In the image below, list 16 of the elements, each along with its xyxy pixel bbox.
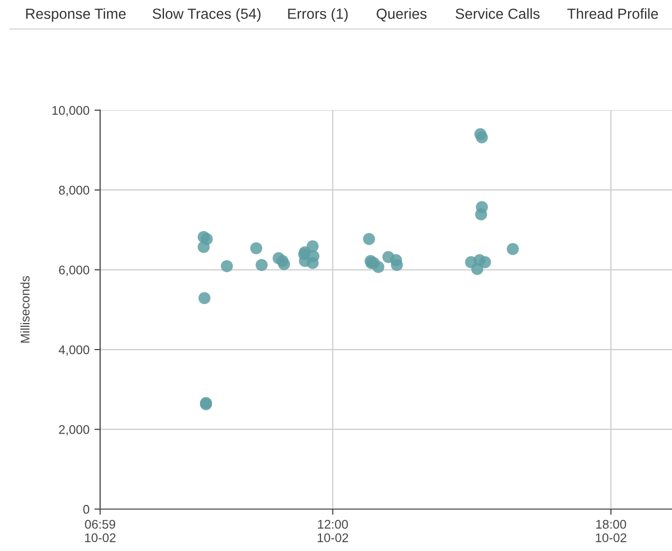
y-tick-label: 10,000 xyxy=(52,106,90,116)
x-tick-label: 12:00 10-02 xyxy=(318,520,348,542)
text: Queries xyxy=(376,8,427,22)
text: Slow Traces (54) xyxy=(152,8,261,22)
y-tick-label: 2,000 xyxy=(59,425,90,436)
x-tick-label: 06:59 10-02 xyxy=(84,520,116,542)
y-tick-label: 8,000 xyxy=(58,186,90,196)
text: Thread Profile xyxy=(567,8,658,19)
y-tick-label: 0 xyxy=(83,504,90,514)
x-tick-label: 18:00 10-02 xyxy=(596,520,626,542)
y-axis-title: Milliseconds xyxy=(20,276,30,343)
y-tick-label: 6,000 xyxy=(59,266,90,276)
text: Service Calls xyxy=(456,8,540,19)
text: Errors (1) xyxy=(288,8,348,22)
y-tick-label: 4,000 xyxy=(58,345,90,356)
text: Response Time xyxy=(26,8,126,22)
